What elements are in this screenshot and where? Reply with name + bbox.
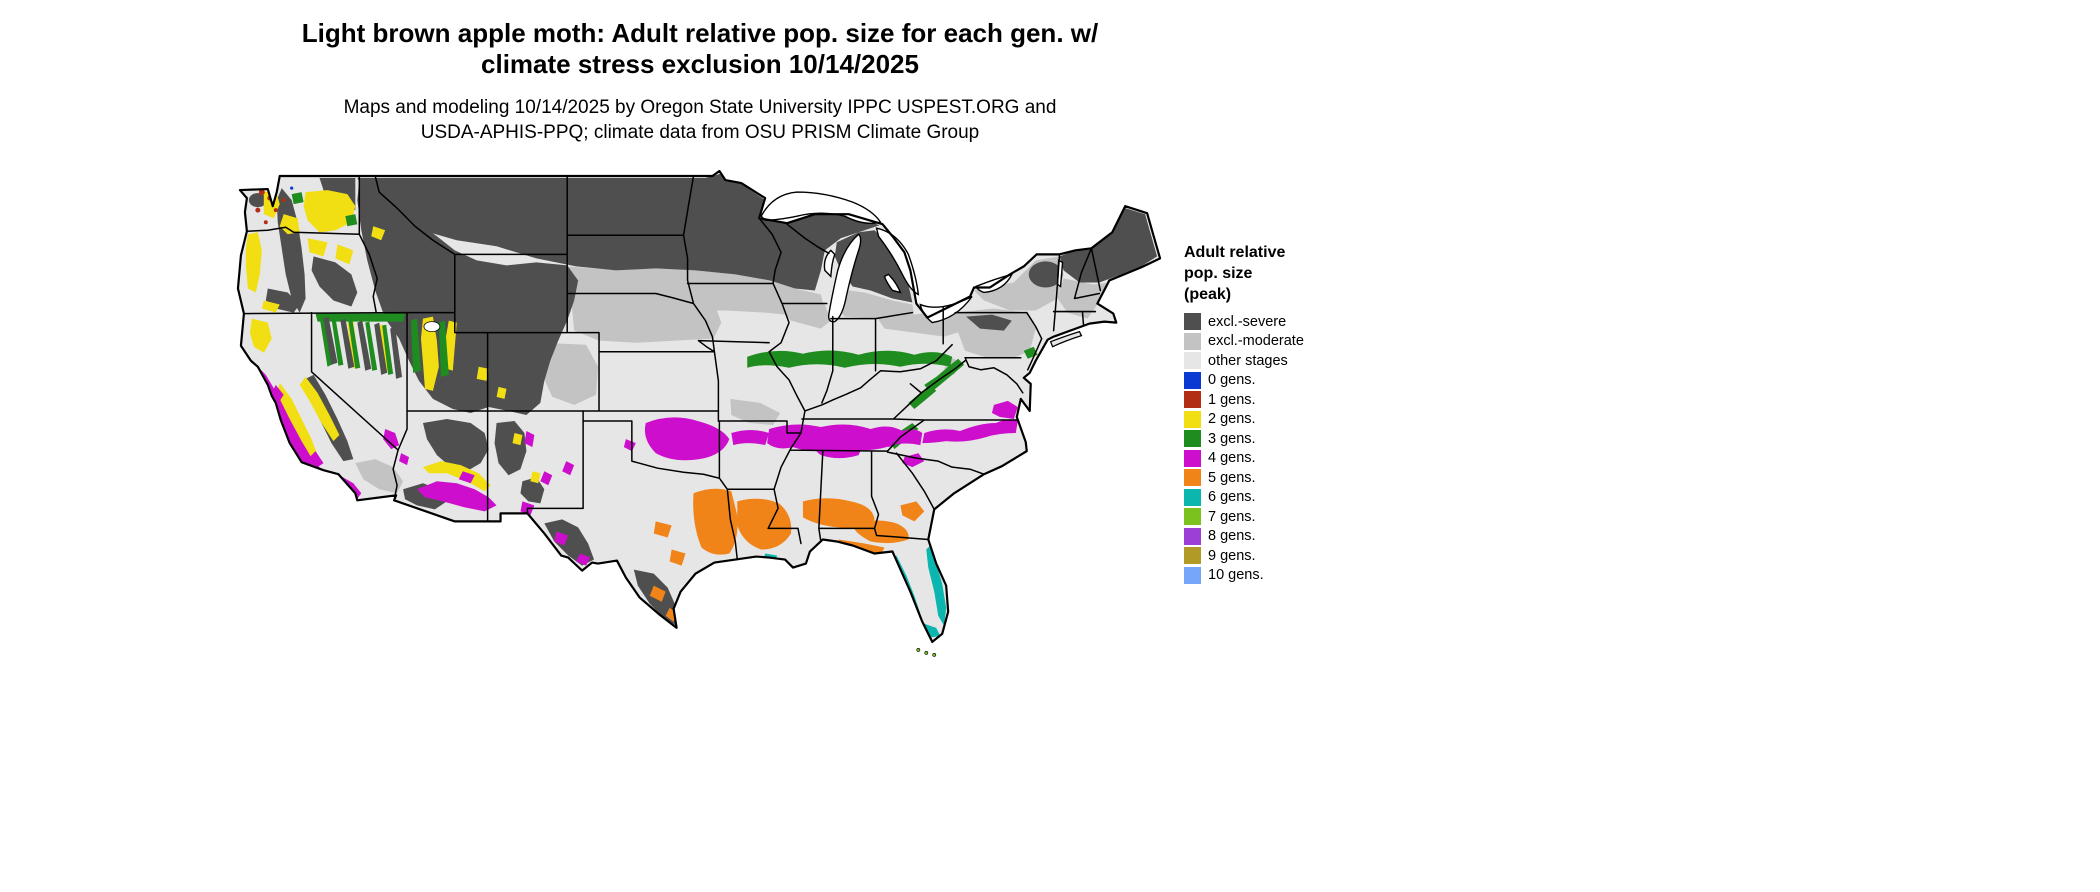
legend-item: 4 gens. (1184, 449, 1364, 469)
legend-item: 8 gens. (1184, 527, 1364, 547)
map-region-1-gens (255, 189, 286, 225)
legend-label: 3 gens. (1208, 430, 1256, 447)
legend-title-line-2: pop. size (1184, 265, 1253, 282)
legend-swatch (1184, 469, 1201, 487)
legend-label: 0 gens. (1208, 372, 1256, 389)
figure-subtitle-line-1: Maps and modeling 10/14/2025 by Oregon S… (343, 97, 1057, 118)
legend-label: 9 gens. (1208, 547, 1256, 564)
legend-label: 7 gens. (1208, 508, 1256, 525)
legend-swatch (1184, 566, 1201, 584)
legend-item: 5 gens. (1184, 468, 1364, 488)
legend-label: excl.-severe (1208, 313, 1287, 330)
legend-swatch (1184, 508, 1201, 526)
legend-swatch (1184, 391, 1201, 409)
legend-label: 6 gens. (1208, 489, 1256, 506)
map-region-0-gens (290, 186, 294, 190)
legend-label: 1 gens. (1208, 391, 1256, 408)
legend-item: 10 gens. (1184, 566, 1364, 586)
green-bay (823, 249, 836, 279)
state-borders (243, 175, 1102, 561)
legend-label: 2 gens. (1208, 411, 1256, 428)
legend-item: 7 gens. (1184, 507, 1364, 527)
legend-item: other stages (1184, 351, 1364, 371)
legend-items: excl.-severe excl.-moderate other stages 0 … (1184, 312, 1364, 585)
legend-label: 5 gens. (1208, 469, 1256, 486)
legend-label: 4 gens. (1208, 450, 1256, 467)
legend-swatch (1184, 371, 1201, 389)
long-island (1049, 330, 1083, 348)
legend-item: excl.-severe (1184, 312, 1364, 332)
legend-swatch (1184, 547, 1201, 565)
legend-swatch (1184, 527, 1201, 545)
legend-title: Adult relative pop. size (peak) (1184, 242, 1364, 305)
legend-title-line-1: Adult relative (1184, 244, 1286, 261)
us-generation-map (228, 170, 1168, 672)
legend-swatch (1184, 332, 1201, 350)
legend-title-line-3: (peak) (1184, 286, 1232, 303)
florida-keys (916, 648, 937, 657)
legend-item: 0 gens. (1184, 371, 1364, 391)
legend-item: excl.-moderate (1184, 332, 1364, 352)
figure-header: Light brown apple moth: Adult relative p… (0, 18, 1400, 145)
map-legend: Adult relative pop. size (peak) excl.-se… (1184, 242, 1364, 585)
great-salt-lake (423, 321, 441, 333)
legend-item: 1 gens. (1184, 390, 1364, 410)
us-outline (236, 170, 1162, 643)
legend-label: 10 gens. (1208, 567, 1264, 584)
legend-item: 9 gens. (1184, 546, 1364, 566)
legend-item: 2 gens. (1184, 410, 1364, 430)
lake-huron (875, 227, 920, 296)
legend-item: 6 gens. (1184, 488, 1364, 508)
saginaw-bay (883, 273, 902, 294)
legend-label: 8 gens. (1208, 528, 1256, 545)
legend-swatch (1184, 410, 1201, 428)
legend-swatch (1184, 313, 1201, 331)
figure-title-line-1: Light brown apple moth: Adult relative p… (301, 18, 1099, 48)
lake-michigan (827, 233, 862, 323)
legend-swatch (1184, 488, 1201, 506)
us-map-svg (236, 170, 1162, 657)
figure-subtitle: Maps and modeling 10/14/2025 by Oregon S… (0, 95, 1400, 145)
legend-swatch (1184, 430, 1201, 448)
map-region-basin-ridges (323, 316, 403, 379)
legend-swatch (1184, 352, 1201, 370)
figure-title-line-2: climate stress exclusion 10/14/2025 (481, 49, 919, 79)
figure-subtitle-line-2: USDA-APHIS-PPQ; climate data from OSU PR… (420, 122, 980, 143)
legend-item: 3 gens. (1184, 429, 1364, 449)
legend-swatch (1184, 449, 1201, 467)
legend-label: excl.-moderate (1208, 333, 1304, 350)
legend-label: other stages (1208, 352, 1288, 369)
